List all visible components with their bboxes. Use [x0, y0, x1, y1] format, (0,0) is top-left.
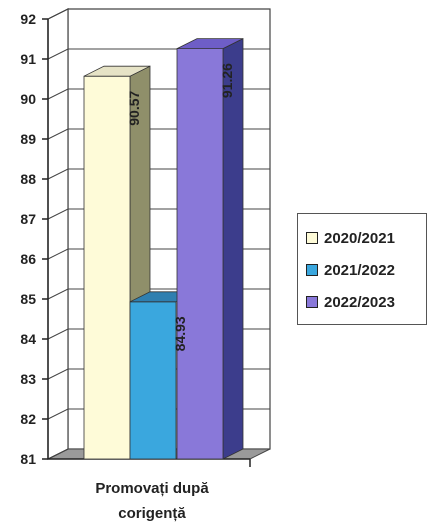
bar-top — [83, 65, 151, 77]
y-tick-label: 92 — [20, 11, 36, 27]
category-label-line-2: corigență — [118, 505, 186, 522]
legend-swatch-2021-2022 — [306, 264, 318, 276]
category-label-line-1: Promovați după — [95, 480, 209, 497]
y-tick-label: 87 — [20, 211, 36, 227]
data-label-2020-2021: 90.57 — [126, 90, 142, 125]
bars — [83, 37, 244, 460]
bar-front — [176, 48, 224, 460]
bar-side — [222, 37, 244, 460]
y-tick-label: 91 — [20, 51, 36, 67]
gridline — [47, 8, 270, 20]
legend-label-2022-2023: 2022/2023 — [324, 293, 395, 311]
legend-item-2022-2023: 2022/2023 — [306, 291, 395, 313]
y-tick-label: 89 — [20, 131, 36, 147]
data-label-2021-2022: 84.93 — [172, 316, 188, 351]
y-tick-label: 82 — [20, 411, 36, 427]
legend-item-2021-2022: 2021/2022 — [306, 259, 395, 281]
y-tick-label: 83 — [20, 371, 36, 387]
data-label-2022-2023: 91.26 — [219, 63, 235, 98]
y-tick-label: 90 — [20, 91, 36, 107]
side-wall — [47, 8, 69, 460]
y-tick-label: 81 — [20, 451, 36, 467]
bar-front — [129, 301, 177, 460]
legend-label-2020-2021: 2020/2021 — [324, 229, 395, 247]
y-tick-label: 88 — [20, 171, 36, 187]
data-labels: 90.57 84.93 91.26 — [126, 63, 235, 351]
y-tick-label: 84 — [20, 331, 36, 347]
bar-2021-2022 — [129, 291, 197, 460]
legend-swatch-2020-2021 — [306, 232, 318, 244]
bar-front — [83, 75, 131, 460]
bar-2022-2023 — [176, 37, 244, 460]
legend-item-2020-2021: 2020/2021 — [306, 227, 395, 249]
legend: 2020/2021 2021/2022 2022/2023 — [297, 213, 427, 325]
legend-label-2021-2022: 2021/2022 — [324, 261, 395, 279]
bar-top — [176, 38, 244, 49]
y-tick-label: 86 — [20, 251, 36, 267]
legend-swatch-2022-2023 — [306, 296, 318, 308]
y-tick-label: 85 — [20, 291, 36, 307]
